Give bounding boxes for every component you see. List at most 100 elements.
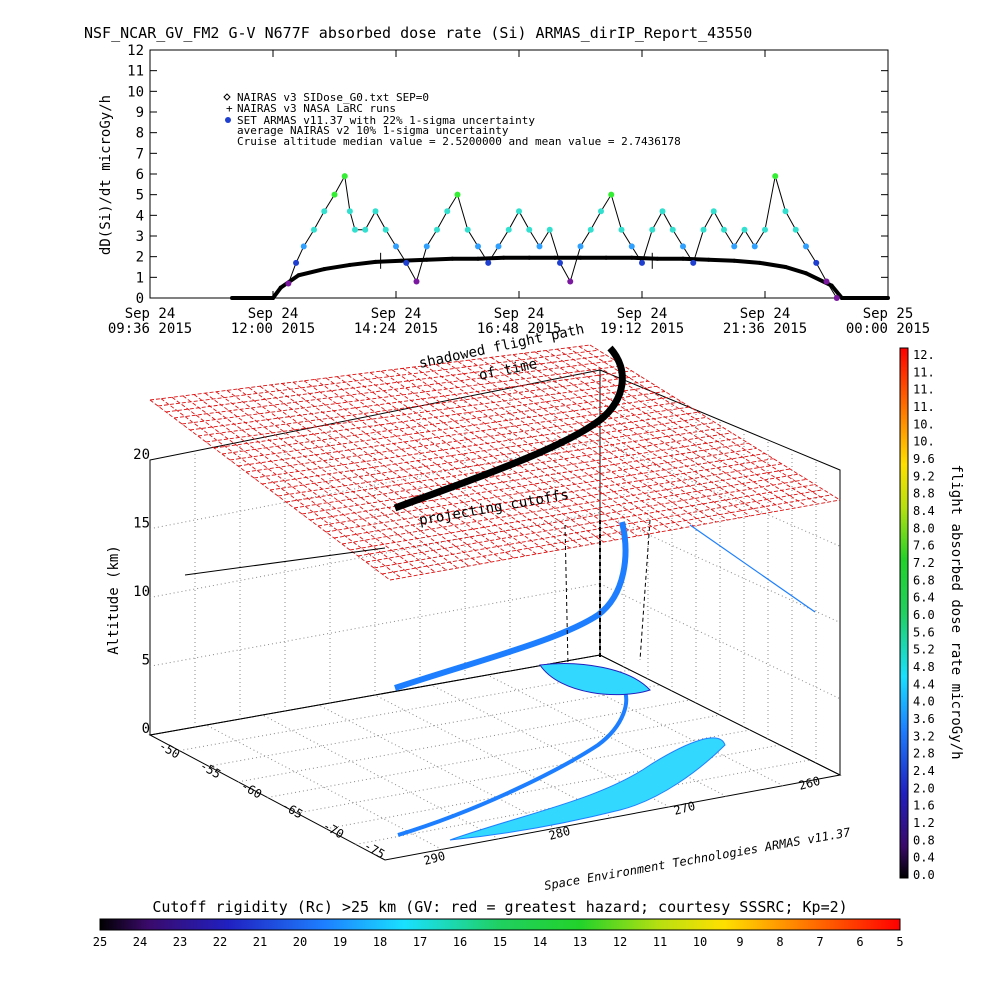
x-tick-label-line1: Sep 24 [371, 306, 422, 322]
bottom-colorbar-tick: 10 [693, 935, 707, 949]
point-armas [690, 259, 697, 266]
top-legend: NAIRAS v3 SIDose_G0.txt SEP=0 + NAIRAS v… [223, 91, 681, 148]
y-tick-label: 6 [136, 167, 144, 183]
point-armas [413, 278, 420, 285]
point-armas [608, 191, 615, 198]
point-armas [321, 208, 328, 215]
point-armas [762, 226, 768, 233]
credit-text: Space Environment Technologies ARMAS v11… [543, 825, 852, 893]
bottom-colorbar-tick: 20 [293, 935, 307, 949]
series-line-armas [287, 174, 838, 299]
legend-plus-icon: + [226, 102, 233, 115]
right-colorbar-tick: 1.2 [913, 816, 935, 830]
point-nairas [604, 255, 609, 260]
red-grid-line [261, 416, 707, 485]
red-grid-line [373, 489, 824, 569]
point-nairas [578, 255, 583, 260]
right-colorbar-tick: 4.4 [913, 677, 935, 691]
y-tick-label: 9 [136, 105, 144, 121]
point-armas [628, 243, 635, 250]
latitude-tick-label: -75 [362, 838, 388, 861]
point-nairas [347, 262, 352, 267]
y-tick-label: 11 [127, 64, 144, 80]
point-nairas [757, 260, 762, 265]
point-nairas [886, 296, 890, 300]
right-colorbar-tick: 8.0 [913, 521, 935, 535]
legend-dot-icon [225, 117, 231, 123]
bottom-colorbar-tick: 11 [653, 935, 667, 949]
projection-line [564, 524, 569, 666]
longitude-ticks: 260 270 280 290 [422, 774, 822, 868]
point-armas [772, 173, 779, 180]
point-armas [485, 259, 492, 266]
point-nairas [829, 283, 834, 288]
projection-line [639, 519, 651, 661]
red-grid-line [229, 396, 674, 461]
x-tick-label-line1: Sep 25 [863, 306, 914, 322]
point-armas [516, 208, 522, 215]
altitude-tick-label: 15 [133, 516, 150, 532]
point-armas [567, 278, 574, 285]
x-tick-label-line2: 09:36 2015 [108, 321, 192, 337]
shadowed-flight-path [393, 345, 626, 512]
point-nairas [424, 257, 429, 262]
point-nairas [322, 267, 327, 272]
red-grid-line [221, 391, 666, 455]
point-nairas [399, 258, 404, 263]
wall-projection-left [184, 547, 386, 576]
y-tick-label: 5 [136, 188, 144, 204]
point-armas [782, 208, 789, 215]
bottom-colorbar-tick: 24 [133, 935, 147, 949]
right-colorbar-tick: 0.8 [913, 833, 935, 847]
point-nairas [706, 257, 711, 262]
longitude-tick-label: 290 [422, 849, 447, 868]
altitude-ticks: 0 5 10 15 20 [133, 447, 150, 737]
point-armas [731, 243, 738, 250]
point-armas [741, 226, 748, 233]
latitude-tick-label: -50 [157, 738, 183, 761]
red-grid-line [245, 406, 691, 473]
point-armas [311, 226, 317, 233]
legend-item-3: average NAIRAS v2 10% 1-sigma uncertaint… [237, 124, 509, 137]
bottom-colorbar-tick: 25 [93, 935, 107, 949]
bottom-colorbar-tick: 5 [896, 935, 903, 949]
floor-grid-line [318, 704, 556, 829]
terrain-patch-upper [539, 663, 651, 696]
point-nairas [373, 259, 378, 264]
x-tick-label-line1: Sep 24 [617, 306, 668, 322]
bottom-colorbar-label: Cutoff rigidity (Rc) >25 km (GV: red = g… [152, 898, 847, 916]
right-colorbar-tick: 11. [913, 383, 935, 397]
point-nairas [655, 256, 660, 261]
point-armas [659, 208, 666, 215]
floor-grid-line [374, 694, 613, 818]
bottom-colorbar-tick: 17 [413, 935, 427, 949]
right-colorbar-tick: 6.8 [913, 573, 935, 587]
floor-grid-line [543, 664, 784, 787]
y-tick-label: 10 [127, 84, 144, 100]
red-grid-line [173, 360, 616, 419]
right-colorbar-tick: 10. [913, 417, 935, 431]
latitude-tick-label: -70 [321, 818, 347, 841]
y-tick-label: 3 [136, 229, 144, 245]
point-armas [587, 226, 594, 233]
wall-projection-right [689, 524, 816, 613]
point-nairas [296, 273, 301, 278]
point-armas [393, 243, 399, 250]
right-colorbar-tick: 9.2 [913, 469, 935, 483]
floor-grid-line [296, 729, 751, 814]
latitude-tick-label: -60 [239, 778, 265, 801]
point-armas [546, 226, 553, 233]
bottom-colorbar-tick: 7 [816, 935, 823, 949]
x-tick-label-line2: 19:12 2015 [600, 321, 684, 337]
red-grid-line [389, 499, 841, 581]
point-nairas [245, 296, 250, 300]
point-nairas [552, 255, 557, 260]
bottom-colorbar-tick: 21 [253, 935, 267, 949]
right-colorbar-tick: 6.0 [913, 608, 935, 622]
red-grid-line [171, 396, 413, 577]
floor-grid-line [262, 714, 499, 840]
point-armas [475, 243, 481, 250]
right-colorbar-tick: 5.2 [913, 643, 935, 657]
